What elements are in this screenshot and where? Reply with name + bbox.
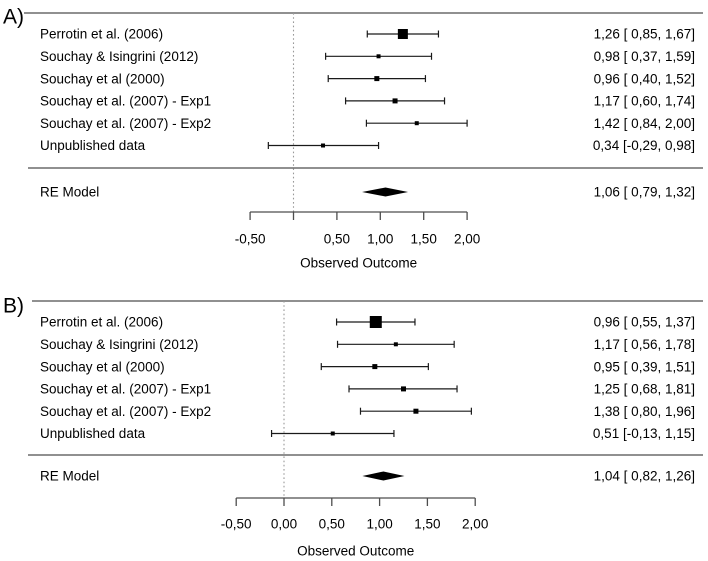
summary-annotation: 1,04 [ 0,82, 1,26] xyxy=(594,469,695,484)
summary-diamond xyxy=(362,471,405,481)
study-label: Souchay & Isingrini (2012) xyxy=(40,337,198,352)
panel-b-label: B) xyxy=(3,294,24,317)
study-label: Souchay et al. (2007) - Exp2 xyxy=(40,404,211,419)
x-axis-tick-label: 1,00 xyxy=(366,517,392,532)
study-label: Souchay et al. (2007) - Exp1 xyxy=(40,94,211,109)
x-axis-title: Observed Outcome xyxy=(297,544,414,559)
study-estimate-box xyxy=(321,143,326,148)
study-annotation: 0,98 [ 0,37, 1,59] xyxy=(594,49,695,64)
study-annotation: 1,17 [ 0,56, 1,78] xyxy=(594,337,695,352)
study-label: Souchay et al (2000) xyxy=(40,359,165,374)
x-axis-tick-label: -0,50 xyxy=(221,517,252,532)
study-annotation: 0,96 [ 0,40, 1,52] xyxy=(594,71,695,86)
study-annotation: 1,25 [ 0,68, 1,81] xyxy=(594,382,695,397)
study-label: Souchay et al. (2007) - Exp2 xyxy=(40,116,211,131)
x-axis-tick-label: 1,50 xyxy=(411,232,437,247)
study-label: Unpublished data xyxy=(40,138,146,153)
study-label: Unpublished data xyxy=(40,426,146,441)
study-label: Souchay et al. (2007) - Exp1 xyxy=(40,382,211,397)
study-annotation: 1,38 [ 0,80, 1,96] xyxy=(594,404,695,419)
x-axis-tick-label: 0,00 xyxy=(271,517,297,532)
study-label: Perrotin et al. (2006) xyxy=(40,27,163,42)
panel-a-label: A) xyxy=(3,5,24,28)
summary-annotation: 1,06 [ 0,79, 1,32] xyxy=(594,185,695,200)
study-estimate-box xyxy=(401,386,406,392)
study-estimate-box xyxy=(393,342,398,347)
x-axis-tick-label: 2,00 xyxy=(454,232,480,247)
study-annotation: 1,42 [ 0,84, 2,00] xyxy=(594,116,695,131)
x-axis-tick-label: 0,50 xyxy=(319,517,345,532)
study-estimate-box xyxy=(414,121,419,126)
study-estimate-box xyxy=(392,98,398,104)
study-estimate-box xyxy=(374,76,380,82)
x-axis-title: Observed Outcome xyxy=(300,256,417,271)
study-estimate-box xyxy=(330,431,335,436)
study-annotation: 0,34 [-0,29, 0,98] xyxy=(593,138,695,153)
summary-diamond xyxy=(362,187,409,197)
study-label: Souchay et al (2000) xyxy=(40,71,165,86)
study-estimate-box xyxy=(413,408,419,414)
study-estimate-box xyxy=(372,364,378,370)
x-axis-tick-label: 1,50 xyxy=(414,517,440,532)
study-label: Perrotin et al. (2006) xyxy=(40,315,163,330)
x-axis-tick-label: 2,00 xyxy=(462,517,488,532)
study-estimate-box xyxy=(397,29,408,39)
study-estimate-box xyxy=(376,54,381,59)
x-axis-tick-label: -0,50 xyxy=(235,232,266,247)
study-annotation: 0,96 [ 0,55, 1,37] xyxy=(594,315,695,330)
x-axis-tick-label: 0,50 xyxy=(324,232,350,247)
study-annotation: 0,51 [-0,13, 1,15] xyxy=(593,426,695,441)
study-annotation: 1,26 [ 0,85, 1,67] xyxy=(594,27,695,42)
summary-label: RE Model xyxy=(40,185,99,200)
study-annotation: 1,17 [ 0,60, 1,74] xyxy=(594,94,695,109)
study-label: Souchay & Isingrini (2012) xyxy=(40,49,198,64)
study-annotation: 0,95 [ 0,39, 1,51] xyxy=(594,359,695,374)
x-axis-tick-label: 1,00 xyxy=(367,232,393,247)
study-estimate-box xyxy=(369,316,382,328)
summary-label: RE Model xyxy=(40,469,99,484)
